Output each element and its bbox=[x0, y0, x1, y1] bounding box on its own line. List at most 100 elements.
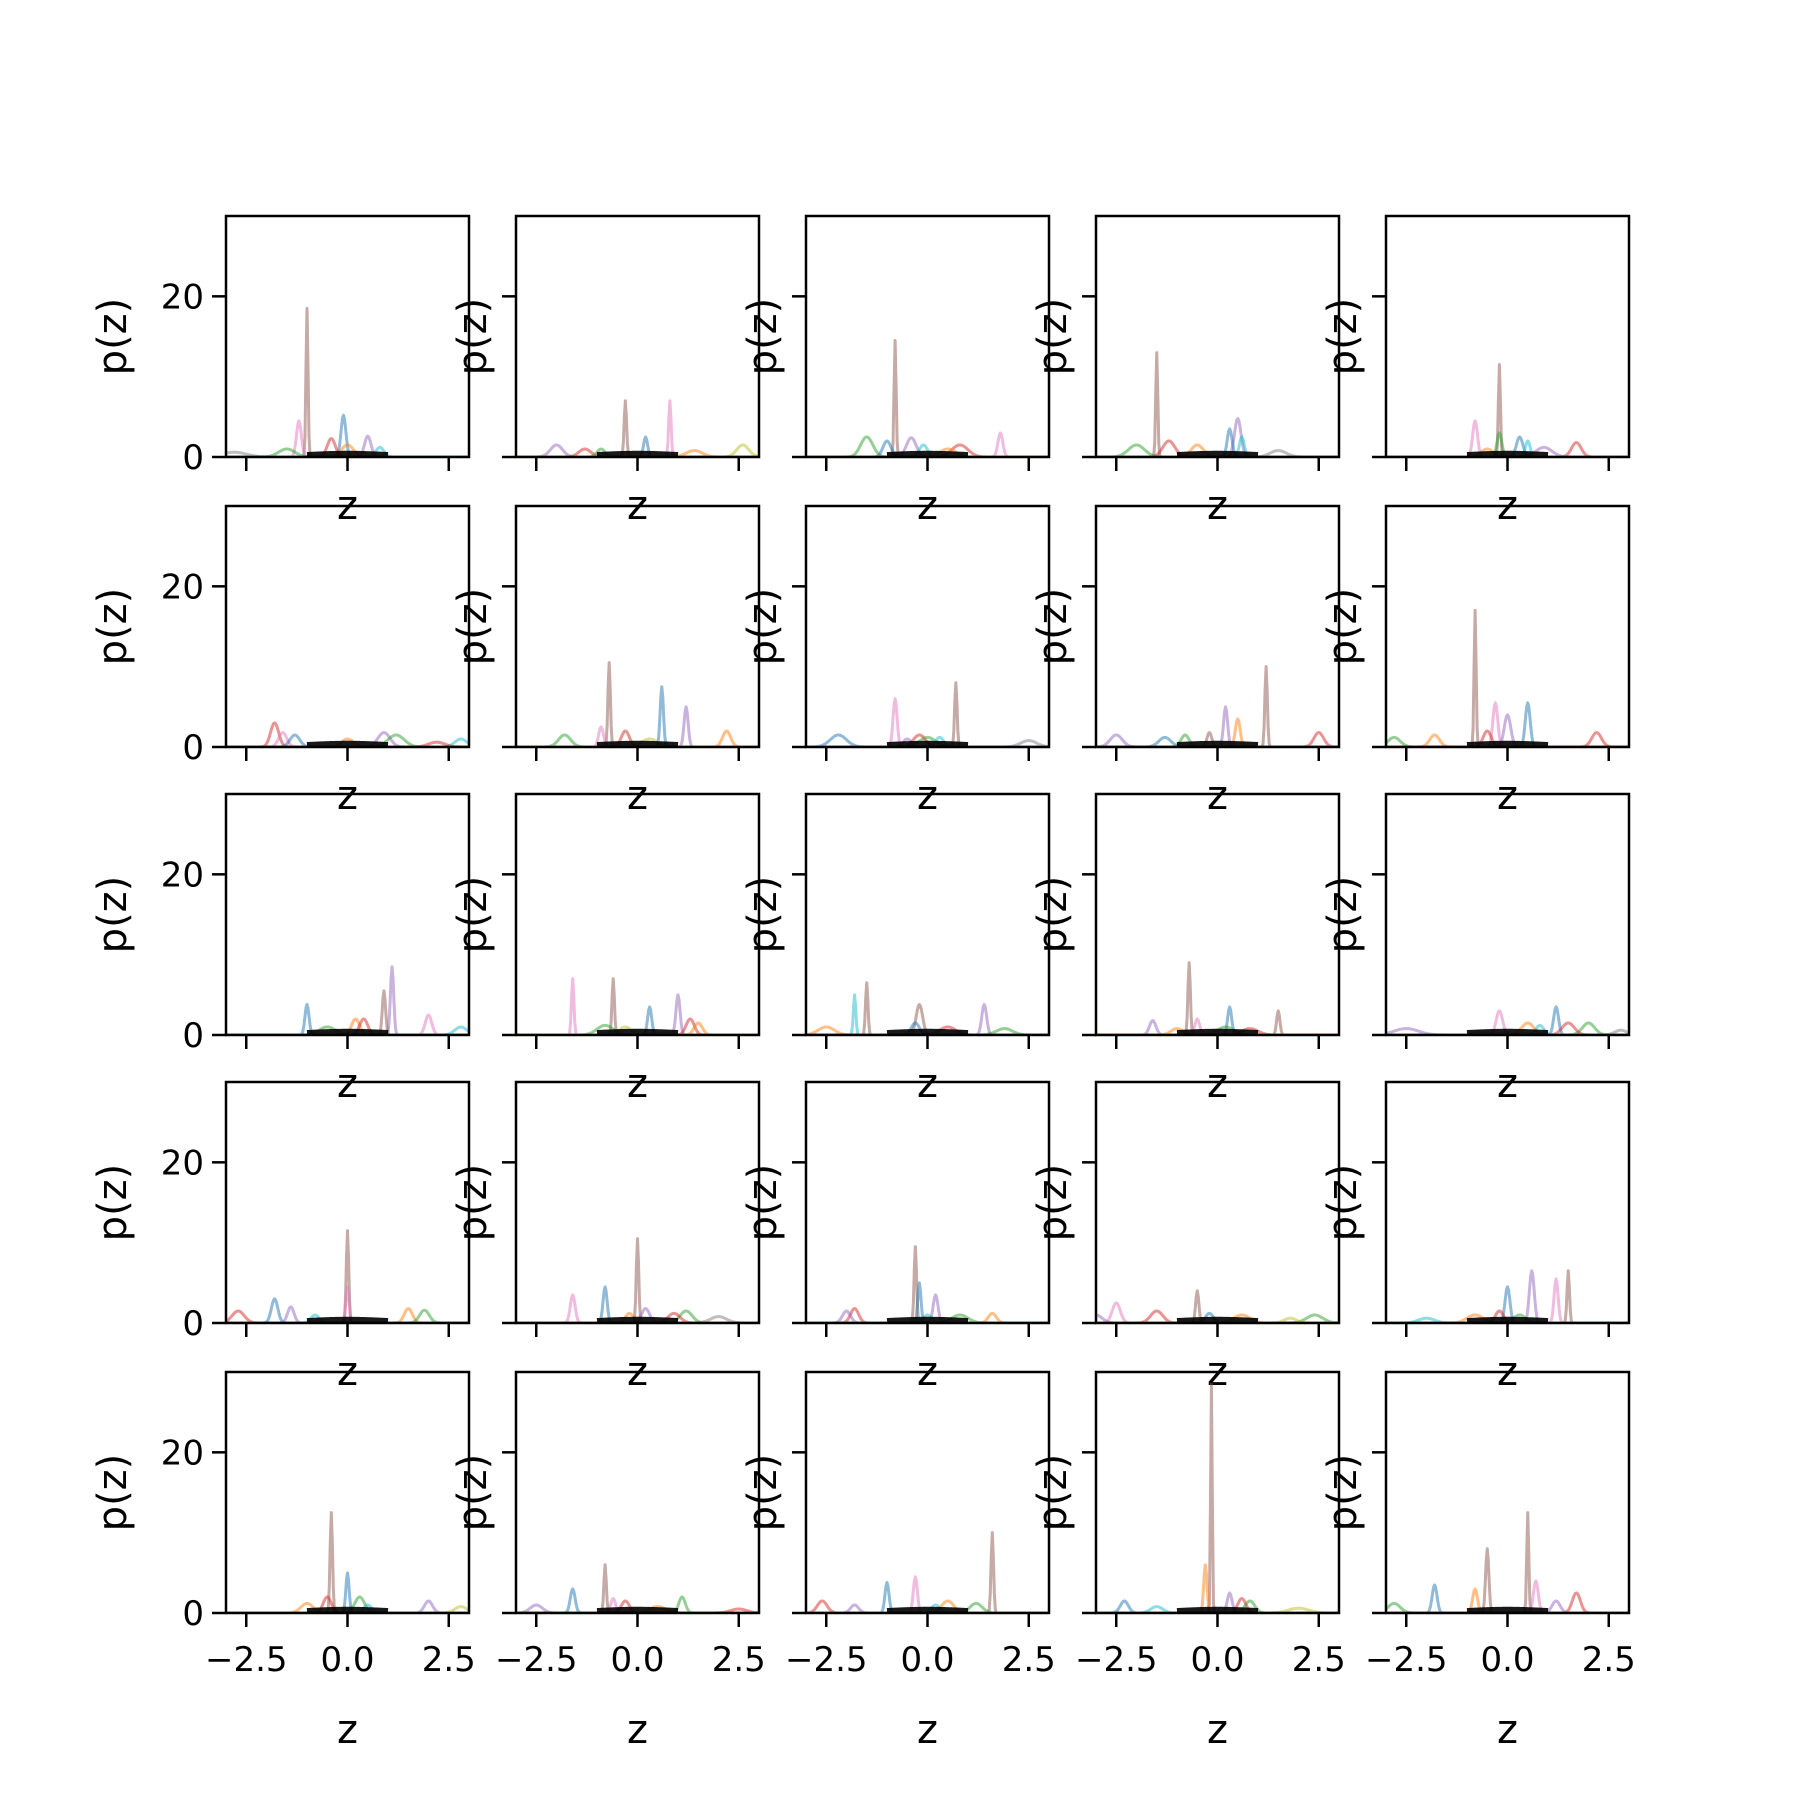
axes-frame bbox=[804, 214, 1051, 459]
pdf-curve-2 bbox=[226, 1285, 469, 1323]
pdf-curve-1 bbox=[1386, 1511, 1629, 1613]
pdf-curve-1 bbox=[1096, 1382, 1339, 1613]
mean-density-line bbox=[306, 1606, 389, 1613]
mean-density-line bbox=[1176, 740, 1259, 747]
plot-area bbox=[806, 1245, 1049, 1323]
x-axis-label: z bbox=[1497, 1707, 1518, 1753]
y-tick-label: 0 bbox=[182, 728, 204, 768]
mean-density-line bbox=[1466, 740, 1549, 747]
y-axis-label: p(z) bbox=[1320, 1164, 1366, 1242]
x-tick-label: 2.5 bbox=[712, 1640, 766, 1680]
axes-frame bbox=[1094, 1370, 1341, 1615]
pdf-curve-4 bbox=[1386, 1285, 1629, 1323]
y-axis-label: p(z) bbox=[90, 1454, 136, 1532]
axes-frame bbox=[804, 792, 1051, 1037]
subplot-2-2: z p(z) bbox=[450, 504, 761, 819]
pdf-curve-6 bbox=[226, 1308, 469, 1323]
axes-frame bbox=[1384, 792, 1631, 1037]
axes-frame bbox=[514, 504, 761, 749]
plot-area bbox=[226, 1511, 469, 1613]
mean-density-line bbox=[1176, 1028, 1259, 1035]
x-tick-label: −2.5 bbox=[785, 1640, 868, 1680]
y-tick-label: 20 bbox=[161, 277, 204, 317]
pdf-curve-2 bbox=[226, 413, 469, 457]
y-axis-label: p(z) bbox=[1030, 876, 1076, 954]
axes-frame bbox=[514, 1080, 761, 1325]
mean-density-line bbox=[1466, 1316, 1549, 1323]
mean-density-line bbox=[1176, 1606, 1259, 1613]
pdf-curve-1 bbox=[226, 1511, 469, 1613]
x-axis-label: z bbox=[337, 1061, 358, 1107]
pdf-curve-3 bbox=[226, 1599, 469, 1613]
subplot-5-3: −2.5 0.0 2.5 z p(z) bbox=[740, 1370, 1056, 1753]
pdf-curve-8 bbox=[1096, 1316, 1339, 1323]
x-axis-label: z bbox=[917, 1707, 938, 1753]
y-axis-label: p(z) bbox=[90, 1164, 136, 1242]
x-axis-label: z bbox=[1497, 773, 1518, 819]
pdf-curve-1 bbox=[516, 1237, 759, 1323]
plot-area bbox=[806, 981, 1049, 1035]
plot-area bbox=[226, 1229, 469, 1323]
pdf-curve-2 bbox=[1386, 1547, 1629, 1613]
axes-frame bbox=[1384, 214, 1631, 459]
y-axis-label: p(z) bbox=[740, 1164, 786, 1242]
x-tick-label: 2.5 bbox=[1292, 1640, 1346, 1680]
subplot-3-1: 0 20 z p(z) bbox=[90, 792, 471, 1107]
pdf-curve-2 bbox=[1096, 1563, 1339, 1613]
plot-area bbox=[1096, 351, 1339, 457]
axes-frame bbox=[1094, 1080, 1341, 1325]
pdf-curve-4 bbox=[806, 1307, 1049, 1323]
pdf-curve-2 bbox=[226, 1571, 469, 1613]
axes-frame bbox=[804, 1370, 1051, 1615]
axes-frame bbox=[804, 504, 1051, 749]
pdf-curve-1 bbox=[226, 1229, 469, 1323]
pdf-curve-6 bbox=[226, 443, 469, 457]
pdf-curve-1 bbox=[226, 721, 469, 747]
subplot-2-4: z p(z) bbox=[1030, 504, 1341, 819]
pdf-curve-5 bbox=[1386, 731, 1629, 747]
subplot-5-2: −2.5 0.0 2.5 z p(z) bbox=[450, 1370, 766, 1753]
pdf-curve-5 bbox=[1096, 443, 1339, 457]
mean-density-line bbox=[306, 450, 389, 457]
mean-density-line bbox=[596, 1606, 679, 1613]
pdf-curve-3 bbox=[806, 733, 1049, 747]
pdf-curve-2 bbox=[516, 977, 759, 1035]
mean-density-line bbox=[886, 1316, 969, 1323]
pdf-curve-1 bbox=[806, 1245, 1049, 1323]
plot-area bbox=[226, 965, 469, 1035]
y-axis-label: p(z) bbox=[450, 1454, 496, 1532]
y-tick-label: 20 bbox=[161, 1433, 204, 1473]
pdf-curve-1 bbox=[806, 339, 1049, 457]
y-tick-label: 0 bbox=[182, 438, 204, 478]
x-axis-label: z bbox=[627, 1061, 648, 1107]
pdf-curve-4 bbox=[226, 1013, 469, 1035]
pdf-curve-4 bbox=[516, 729, 759, 747]
y-axis-label: p(z) bbox=[1030, 588, 1076, 666]
y-axis-label: p(z) bbox=[450, 1164, 496, 1242]
axes-frame bbox=[1384, 1370, 1631, 1615]
y-axis-label: p(z) bbox=[450, 588, 496, 666]
subplot-3-3: z p(z) bbox=[740, 792, 1051, 1107]
y-tick-label: 20 bbox=[161, 855, 204, 895]
axes-frame bbox=[514, 792, 761, 1037]
plot-area bbox=[516, 1237, 759, 1323]
mean-density-line bbox=[1176, 1316, 1259, 1323]
pdf-curve-1 bbox=[806, 1531, 1049, 1613]
y-axis-label: p(z) bbox=[740, 588, 786, 666]
pdf-curve-4 bbox=[1386, 713, 1629, 747]
pdf-curve-3 bbox=[516, 443, 759, 457]
y-tick-label: 0 bbox=[182, 1594, 204, 1634]
subplot-5-5: −2.5 0.0 2.5 z p(z) bbox=[1320, 1370, 1636, 1753]
plot-area bbox=[516, 661, 759, 747]
y-axis-label: p(z) bbox=[740, 876, 786, 954]
pdf-curve-6 bbox=[226, 737, 469, 747]
x-axis-label: z bbox=[1497, 1061, 1518, 1107]
mean-density-line bbox=[886, 450, 969, 457]
x-tick-label: 0.0 bbox=[320, 1640, 374, 1680]
x-tick-label: 0.0 bbox=[900, 1640, 954, 1680]
mean-density-line bbox=[596, 740, 679, 747]
axes-frame bbox=[1384, 504, 1631, 749]
y-axis-label: p(z) bbox=[740, 1454, 786, 1532]
plot-area bbox=[806, 681, 1049, 747]
